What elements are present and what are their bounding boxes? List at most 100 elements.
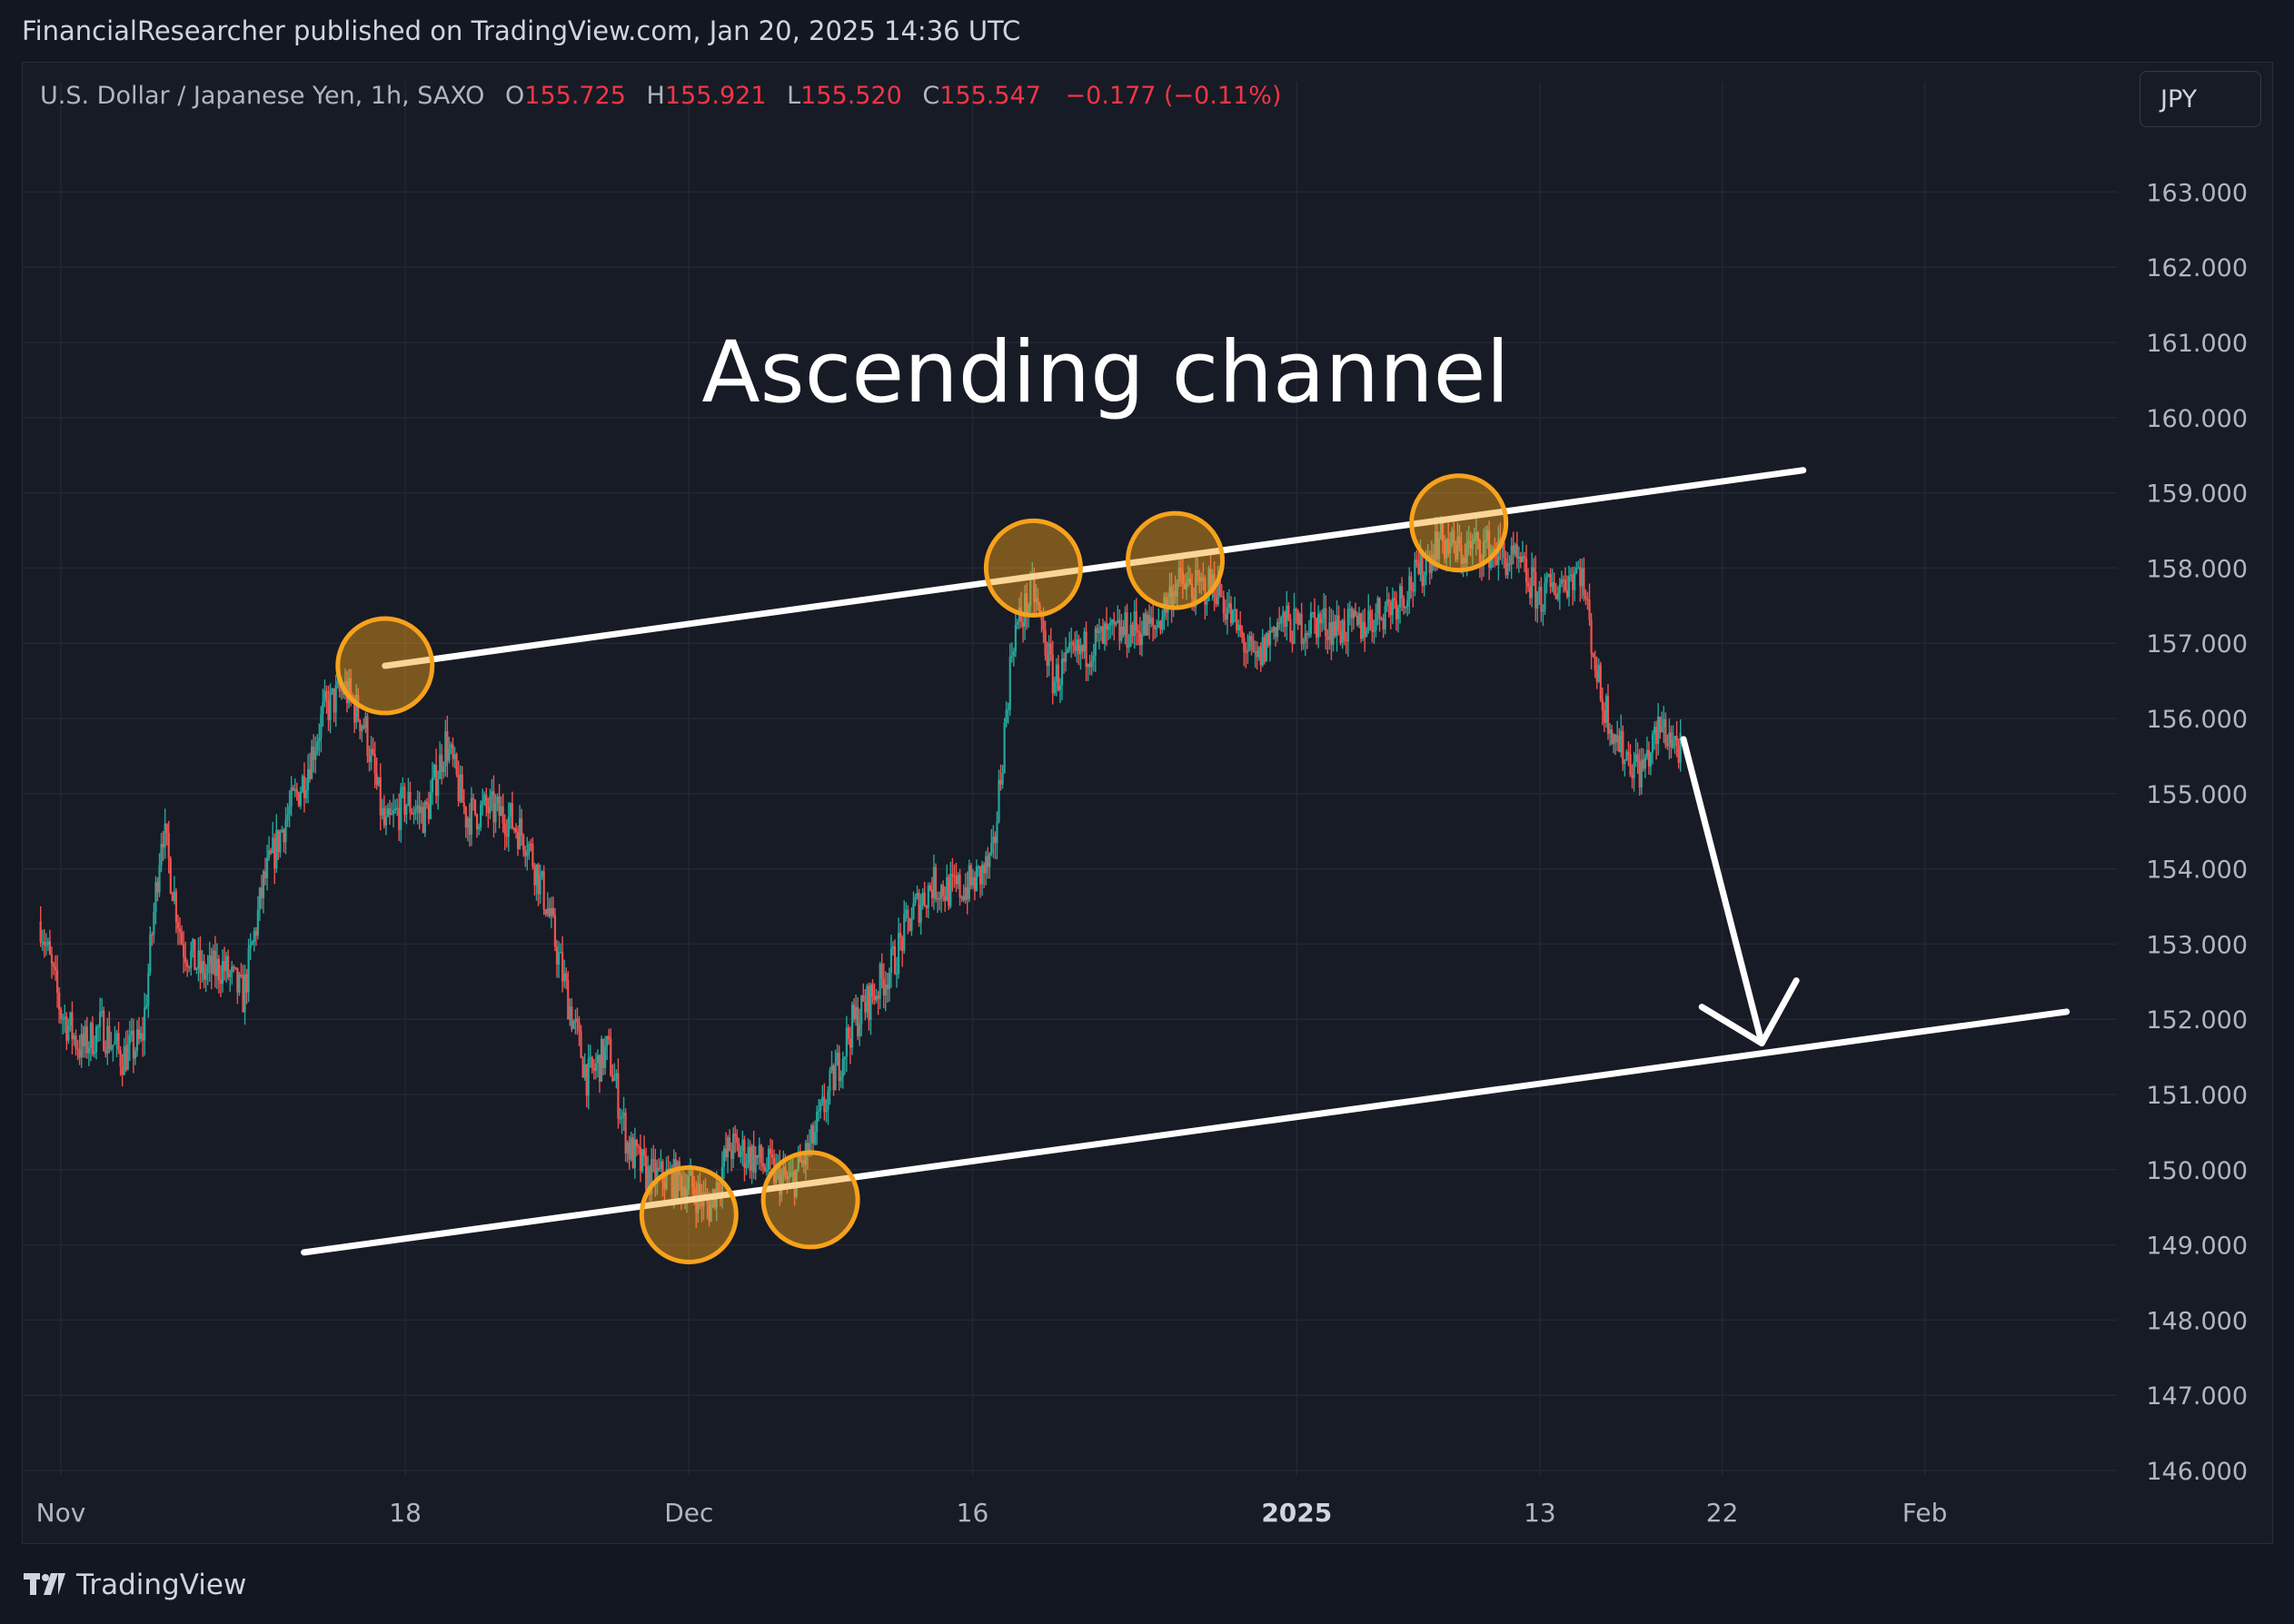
candle-body — [1536, 591, 1539, 609]
currency-button[interactable]: JPY — [2140, 71, 2261, 127]
candle-body — [1107, 625, 1110, 630]
candle-body — [992, 837, 995, 844]
candle-body — [799, 1154, 801, 1163]
candle-body — [1655, 727, 1658, 745]
candle-body — [1304, 633, 1306, 642]
candle-body — [1274, 627, 1277, 638]
candle-body — [1295, 609, 1297, 611]
candle-body — [1287, 605, 1290, 619]
candle-body — [203, 960, 205, 980]
candle-body — [1588, 599, 1591, 620]
touch-point-marker — [760, 1150, 860, 1250]
candle-body — [473, 799, 477, 815]
candle-body — [322, 702, 324, 715]
candle-body — [117, 1033, 120, 1050]
candle-body — [1354, 610, 1357, 616]
candle-body — [604, 1045, 607, 1068]
candle-body — [1337, 615, 1340, 631]
price-axis[interactable]: 163.000 162.000 161.000 160.000 159.000 158.0… — [2146, 179, 2248, 1486]
candle-body — [1471, 540, 1474, 550]
candle-body — [918, 893, 920, 923]
grid — [22, 82, 2117, 1476]
candle-body — [178, 928, 182, 933]
candle-body — [398, 807, 401, 831]
candle-body — [1453, 530, 1455, 545]
candle-body — [1456, 536, 1459, 559]
candle-body — [362, 726, 365, 728]
candle-body — [782, 1166, 785, 1174]
candle-body — [615, 1073, 618, 1079]
candle-body — [464, 807, 467, 828]
candle-body — [292, 787, 294, 790]
candle-body — [825, 1110, 828, 1113]
candle-body — [304, 789, 308, 798]
candle-body — [994, 837, 997, 844]
candle-body — [836, 1052, 839, 1065]
candle-body — [660, 1161, 662, 1169]
candle-body — [1250, 636, 1253, 641]
candle-body — [43, 941, 45, 946]
candle-body — [514, 827, 518, 833]
candle-body — [849, 1038, 852, 1048]
candle-body — [1170, 586, 1173, 610]
candle-body — [412, 813, 415, 815]
candle-body — [212, 950, 214, 974]
candle-body — [1614, 735, 1617, 743]
candle-body — [1629, 754, 1632, 776]
candle-body — [1373, 629, 1375, 632]
candle-body — [375, 773, 378, 786]
candle-body — [571, 1006, 573, 1029]
candle-body — [1633, 761, 1635, 778]
candle-body — [1135, 611, 1137, 631]
footer-branding[interactable]: TradingView — [24, 1564, 246, 1606]
candle-body — [557, 952, 561, 965]
candle-body — [76, 1048, 79, 1051]
candle-body — [585, 1065, 588, 1096]
candle-body — [306, 768, 310, 790]
candle-body — [41, 941, 44, 944]
candle-body — [69, 1012, 72, 1026]
candle-body — [1455, 544, 1457, 559]
candle-body — [680, 1175, 683, 1196]
candle-body — [1364, 621, 1366, 638]
candle-body — [929, 885, 931, 890]
candle-body — [1307, 634, 1310, 636]
candle-body — [1321, 619, 1324, 624]
time-axis[interactable]: Nov 18 Dec 16 2025 13 22 Feb — [36, 1498, 1948, 1528]
candle-body — [297, 792, 300, 807]
candle-body — [1298, 614, 1301, 625]
candle-body — [1133, 611, 1136, 637]
candle-body — [591, 1056, 593, 1068]
candle-body — [528, 843, 531, 854]
candle-body — [834, 1065, 837, 1091]
y-tick-label: 147.000 — [2146, 1382, 2248, 1411]
candle-body — [511, 803, 514, 828]
candle-body — [741, 1139, 744, 1152]
candle-body — [1233, 609, 1236, 611]
candle-body — [1330, 622, 1333, 645]
candle-body — [162, 843, 164, 847]
candle-body — [1231, 610, 1235, 624]
candle-body — [145, 1005, 148, 1007]
candle-body — [1592, 652, 1594, 657]
candle-body — [286, 814, 289, 821]
candle-body — [1176, 582, 1178, 597]
candle-body — [576, 1018, 579, 1023]
candle-body — [1055, 664, 1058, 682]
candle-body — [507, 816, 510, 837]
candle-body — [279, 831, 282, 853]
candle-body — [1092, 655, 1095, 662]
candle-body — [1385, 599, 1388, 607]
candle-body — [1090, 661, 1093, 668]
candle-body — [431, 777, 434, 793]
candle-body — [988, 853, 991, 867]
candle-body — [1118, 619, 1121, 641]
candle-body — [916, 893, 919, 897]
candle-body — [1137, 630, 1139, 633]
candle-body — [94, 1026, 98, 1053]
candle-body — [1558, 584, 1561, 594]
candle-body — [869, 984, 872, 1021]
candle-body — [1259, 647, 1262, 666]
candle-body — [1174, 590, 1177, 597]
